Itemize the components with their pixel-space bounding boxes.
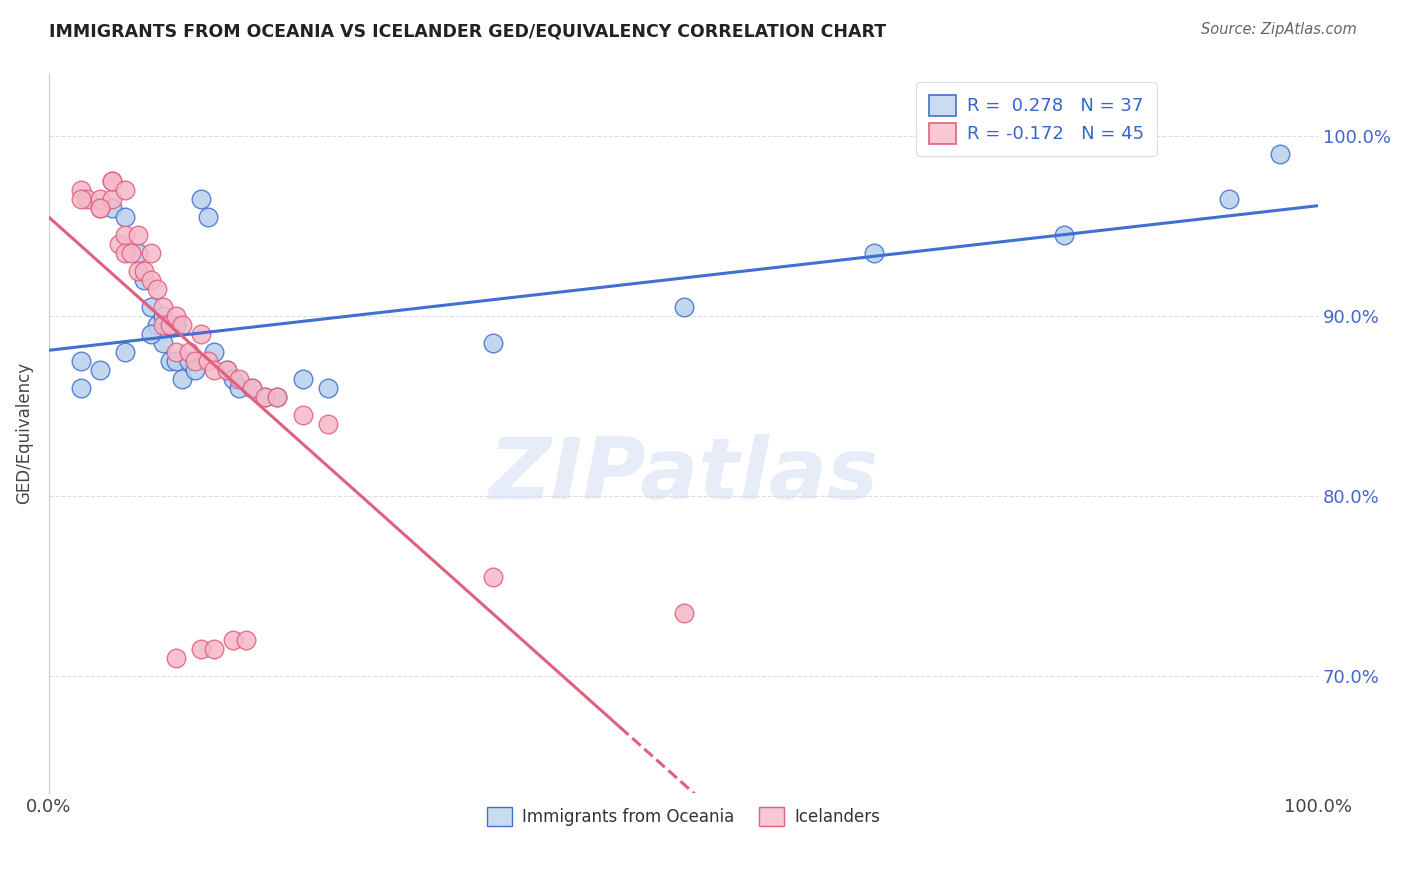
Point: [202, 641, 225, 656]
Point: [146, 318, 169, 332]
Point: [222, 372, 245, 386]
Point: [235, 632, 257, 647]
Point: [240, 381, 263, 395]
Point: [114, 344, 136, 359]
Point: [69, 381, 91, 395]
Point: [127, 264, 149, 278]
Point: [89, 363, 111, 377]
Point: [482, 335, 505, 350]
Point: [146, 282, 169, 296]
Point: [202, 363, 225, 377]
Point: [863, 246, 886, 260]
Point: [316, 417, 339, 431]
Legend: Immigrants from Oceania, Icelanders: Immigrants from Oceania, Icelanders: [478, 798, 889, 835]
Point: [291, 408, 314, 422]
Point: [291, 372, 314, 386]
Point: [215, 363, 238, 377]
Point: [184, 354, 207, 368]
Text: ZIPatlas: ZIPatlas: [488, 434, 879, 517]
Point: [215, 363, 238, 377]
Point: [89, 192, 111, 206]
Point: [69, 192, 91, 206]
Point: [114, 246, 136, 260]
Point: [253, 390, 276, 404]
Point: [482, 570, 505, 584]
Point: [121, 246, 143, 260]
Point: [202, 344, 225, 359]
Point: [139, 273, 162, 287]
Point: [172, 318, 194, 332]
Point: [672, 606, 695, 620]
Point: [177, 344, 200, 359]
Point: [240, 381, 263, 395]
Point: [69, 183, 91, 197]
Point: [127, 227, 149, 242]
Point: [165, 318, 187, 332]
Point: [139, 246, 162, 260]
Point: [152, 300, 174, 314]
Point: [107, 236, 129, 251]
Point: [672, 300, 695, 314]
Point: [190, 641, 212, 656]
Point: [127, 246, 149, 260]
Point: [266, 390, 288, 404]
Point: [114, 183, 136, 197]
Point: [172, 372, 194, 386]
Text: Source: ZipAtlas.com: Source: ZipAtlas.com: [1201, 22, 1357, 37]
Point: [165, 650, 187, 665]
Point: [197, 210, 219, 224]
Point: [114, 210, 136, 224]
Point: [134, 273, 156, 287]
Point: [222, 632, 245, 647]
Point: [152, 309, 174, 323]
Point: [1268, 147, 1291, 161]
Point: [1218, 192, 1240, 206]
Point: [197, 354, 219, 368]
Point: [177, 354, 200, 368]
Point: [159, 318, 181, 332]
Point: [101, 192, 124, 206]
Point: [134, 264, 156, 278]
Point: [69, 354, 91, 368]
Y-axis label: GED/Equivalency: GED/Equivalency: [15, 362, 32, 504]
Point: [89, 201, 111, 215]
Point: [101, 201, 124, 215]
Point: [316, 381, 339, 395]
Point: [165, 309, 187, 323]
Point: [1053, 227, 1076, 242]
Point: [228, 381, 250, 395]
Point: [76, 192, 98, 206]
Point: [190, 326, 212, 341]
Point: [165, 344, 187, 359]
Point: [101, 174, 124, 188]
Point: [266, 390, 288, 404]
Point: [228, 372, 250, 386]
Point: [152, 335, 174, 350]
Point: [152, 318, 174, 332]
Point: [114, 227, 136, 242]
Point: [89, 201, 111, 215]
Point: [159, 354, 181, 368]
Point: [139, 300, 162, 314]
Point: [253, 390, 276, 404]
Point: [190, 192, 212, 206]
Text: IMMIGRANTS FROM OCEANIA VS ICELANDER GED/EQUIVALENCY CORRELATION CHART: IMMIGRANTS FROM OCEANIA VS ICELANDER GED…: [49, 22, 886, 40]
Point: [165, 318, 187, 332]
Point: [165, 354, 187, 368]
Point: [184, 363, 207, 377]
Point: [101, 174, 124, 188]
Point: [139, 326, 162, 341]
